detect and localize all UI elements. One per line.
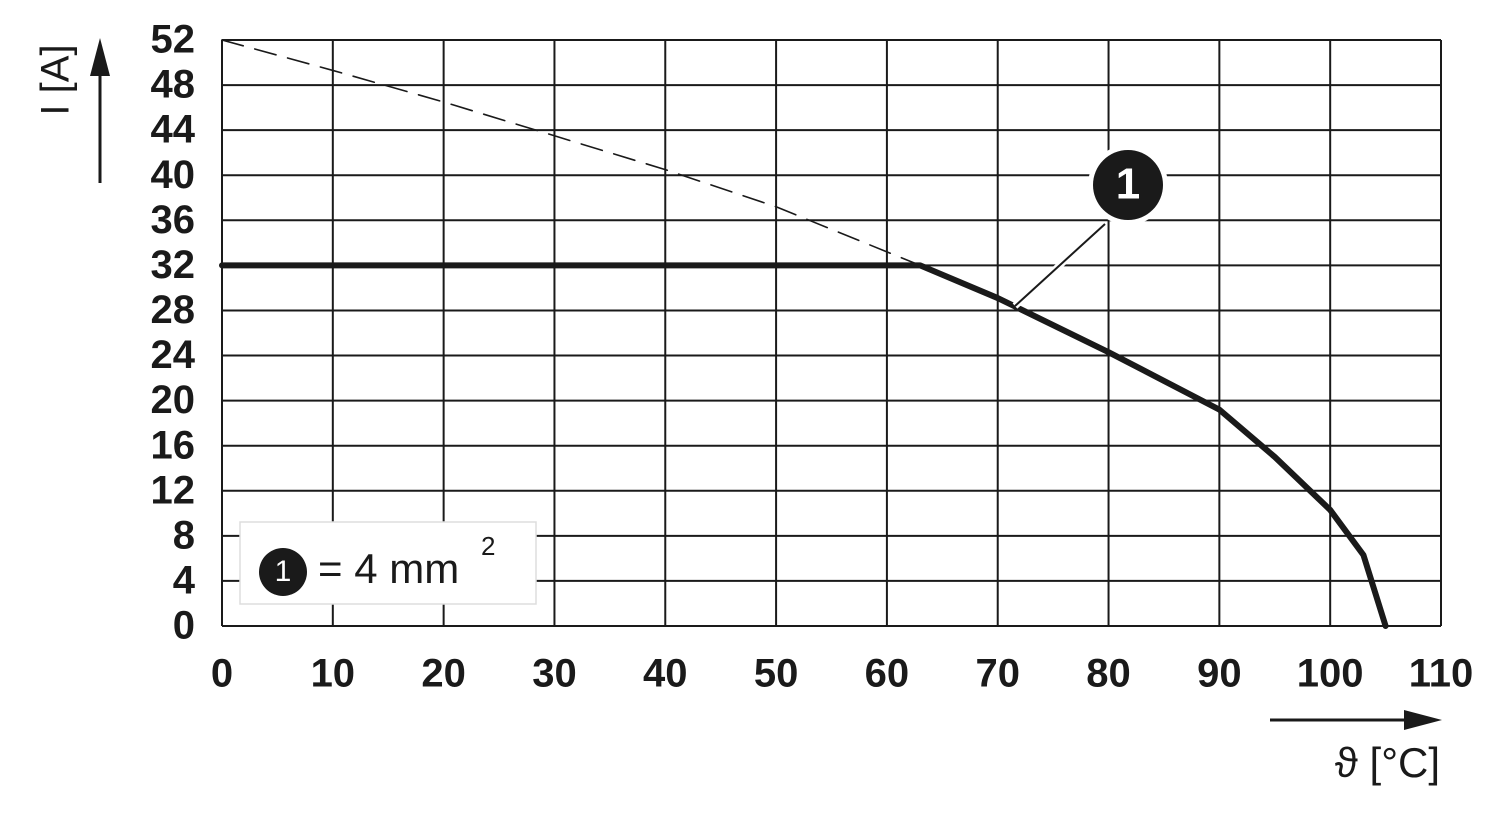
y-tick-label: 44 <box>151 108 196 152</box>
callout-circle <box>1093 150 1163 220</box>
y-tick-label: 40 <box>151 153 196 197</box>
x-tick-label: 40 <box>643 652 688 696</box>
y-tick-label: 28 <box>151 288 196 332</box>
y-axis-label: I [A] <box>34 44 78 115</box>
x-tick-label: 80 <box>1086 652 1131 696</box>
x-arrow-head <box>1404 710 1442 730</box>
y-tick-label: 4 <box>173 558 196 602</box>
x-tick-label: 20 <box>421 652 466 696</box>
callout-label: 1 <box>1116 160 1140 209</box>
x-tick-label: 60 <box>865 652 910 696</box>
x-tick-label: 70 <box>975 652 1020 696</box>
x-tick-label: 50 <box>754 652 799 696</box>
y-tick-label: 12 <box>151 468 196 512</box>
y-tick-label: 24 <box>151 333 196 377</box>
legend-superscript: 2 <box>481 531 495 561</box>
x-tick-label: 90 <box>1197 652 1242 696</box>
x-tick-label: 100 <box>1297 652 1364 696</box>
leader-line <box>1014 223 1106 307</box>
series-line <box>221 39 921 267</box>
grid <box>221 39 1442 627</box>
y-tick-label: 48 <box>151 63 196 107</box>
y-tick-label: 16 <box>151 423 196 467</box>
x-tick-label: 30 <box>532 652 577 696</box>
x-axis-label: ϑ [°C] <box>1335 739 1440 786</box>
plot <box>219 39 1389 629</box>
legend-text: = 4 mm <box>318 545 459 592</box>
y-tick-label: 32 <box>151 243 196 287</box>
x-tick-label: 110 <box>1409 652 1474 696</box>
y-tick-label: 8 <box>173 513 195 557</box>
y-tick-label: 0 <box>173 604 195 648</box>
y-tick-label: 20 <box>151 378 196 422</box>
legend-marker-label: 1 <box>275 555 292 588</box>
x-tick-label: 10 <box>311 652 356 696</box>
y-tick-label: 36 <box>151 198 196 242</box>
y-arrow-head <box>90 38 110 76</box>
y-tick-label: 52 <box>151 18 196 62</box>
x-tick-label: 0 <box>211 652 233 696</box>
legend-marker <box>259 548 307 596</box>
